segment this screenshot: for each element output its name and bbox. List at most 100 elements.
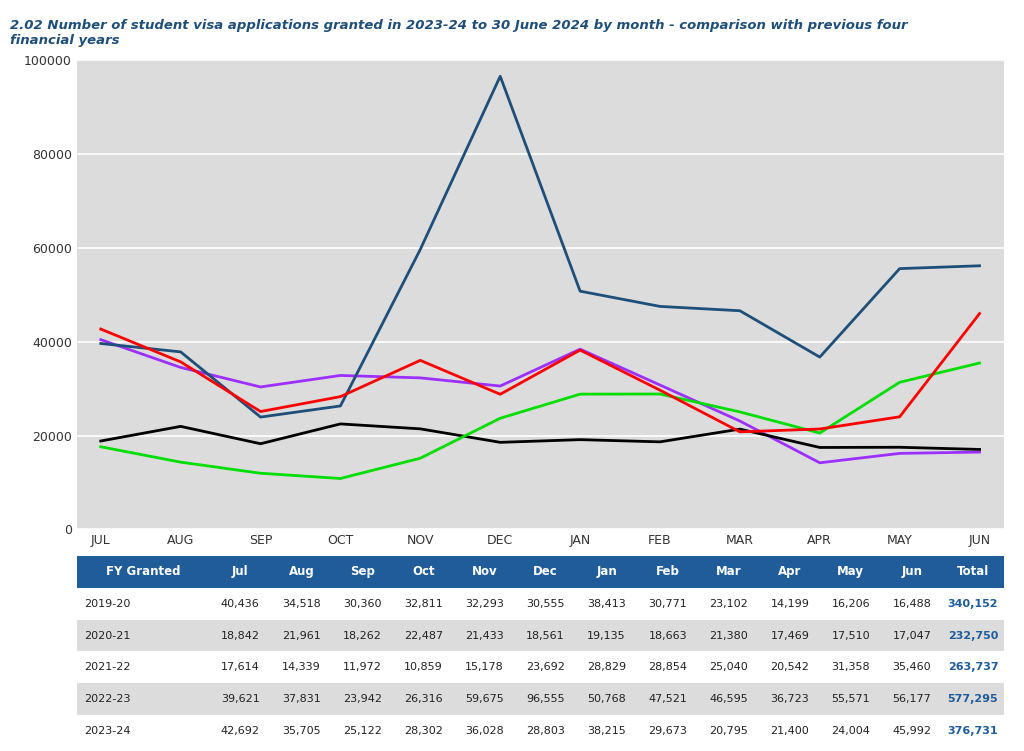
Bar	[515, 587, 577, 620]
Bar	[759, 683, 820, 715]
Text: 59,675: 59,675	[465, 695, 504, 704]
Text: 21,433: 21,433	[465, 631, 504, 641]
Text: Apr: Apr	[778, 566, 802, 578]
Bar	[270, 651, 332, 683]
Bar	[942, 620, 1004, 651]
Bar	[515, 620, 577, 651]
Bar	[759, 651, 820, 683]
Bar	[577, 587, 637, 620]
Text: 22,487: 22,487	[403, 631, 443, 641]
Text: 14,199: 14,199	[770, 599, 809, 608]
Text: 21,380: 21,380	[710, 631, 749, 641]
Text: Feb: Feb	[655, 566, 680, 578]
Text: 340,152: 340,152	[948, 599, 998, 608]
Text: 36,723: 36,723	[770, 695, 809, 704]
Text: 35,460: 35,460	[893, 662, 931, 672]
Text: 20,795: 20,795	[710, 726, 749, 736]
Text: 18,842: 18,842	[221, 631, 260, 641]
Bar	[759, 556, 820, 587]
Text: Total: Total	[956, 566, 989, 578]
Bar	[332, 715, 393, 747]
Text: FY Granted: FY Granted	[106, 566, 180, 578]
Bar	[77, 556, 210, 587]
Text: 21,400: 21,400	[770, 726, 809, 736]
Bar	[393, 620, 454, 651]
Bar	[270, 556, 332, 587]
Text: 28,854: 28,854	[648, 662, 687, 672]
Text: 14,339: 14,339	[282, 662, 321, 672]
Bar	[577, 556, 637, 587]
Text: 56,177: 56,177	[893, 695, 931, 704]
Bar	[637, 683, 698, 715]
Bar	[942, 651, 1004, 683]
Text: 25,122: 25,122	[343, 726, 382, 736]
Text: 34,518: 34,518	[282, 599, 321, 608]
Bar	[577, 651, 637, 683]
Text: 17,469: 17,469	[770, 631, 809, 641]
Text: 39,621: 39,621	[221, 695, 260, 704]
Bar	[332, 556, 393, 587]
Bar	[637, 587, 698, 620]
Bar	[210, 620, 270, 651]
Bar	[942, 587, 1004, 620]
Bar	[698, 620, 759, 651]
Bar	[393, 556, 454, 587]
Text: 18,663: 18,663	[648, 631, 687, 641]
Text: 16,206: 16,206	[831, 599, 870, 608]
Bar	[454, 715, 515, 747]
Bar	[454, 683, 515, 715]
Text: 28,302: 28,302	[404, 726, 443, 736]
Text: 37,831: 37,831	[282, 695, 321, 704]
Text: 2021-22: 2021-22	[84, 662, 131, 672]
Text: 2020-21: 2020-21	[84, 631, 131, 641]
Text: Jan: Jan	[596, 566, 617, 578]
Text: 35,705: 35,705	[282, 726, 321, 736]
Text: 23,102: 23,102	[710, 599, 749, 608]
Text: 2022-23: 2022-23	[84, 695, 131, 704]
Text: 55,571: 55,571	[831, 695, 870, 704]
Bar	[454, 651, 515, 683]
Text: 46,595: 46,595	[710, 695, 749, 704]
Text: 19,135: 19,135	[588, 631, 626, 641]
Bar	[270, 683, 332, 715]
Text: Jul: Jul	[232, 566, 249, 578]
Text: 18,262: 18,262	[343, 631, 382, 641]
Text: Sep: Sep	[350, 566, 375, 578]
Text: 2019-20: 2019-20	[84, 599, 131, 608]
Text: 17,510: 17,510	[831, 631, 870, 641]
Legend: 2019-20, 2020-21, 2021-22, 2022-23, 2023-24: 2019-20, 2020-21, 2021-22, 2022-23, 2023…	[245, 569, 836, 593]
Text: 50,768: 50,768	[587, 695, 626, 704]
Bar	[698, 556, 759, 587]
Bar	[454, 556, 515, 587]
Text: Dec: Dec	[534, 566, 558, 578]
Text: 30,555: 30,555	[526, 599, 565, 608]
Text: 16,488: 16,488	[893, 599, 932, 608]
Text: 376,731: 376,731	[947, 726, 998, 736]
Text: 24,004: 24,004	[831, 726, 870, 736]
Text: financial years: financial years	[10, 34, 120, 47]
Bar	[759, 587, 820, 620]
Bar	[759, 620, 820, 651]
Text: 45,992: 45,992	[893, 726, 932, 736]
Bar	[393, 587, 454, 620]
Text: 11,972: 11,972	[343, 662, 382, 672]
Bar	[393, 651, 454, 683]
Bar	[698, 683, 759, 715]
Text: 20,542: 20,542	[770, 662, 809, 672]
Text: Mar: Mar	[716, 566, 741, 578]
Bar	[210, 587, 270, 620]
Bar	[210, 683, 270, 715]
Bar	[942, 556, 1004, 587]
Bar	[637, 556, 698, 587]
Bar	[515, 556, 577, 587]
Text: 232,750: 232,750	[948, 631, 998, 641]
Text: Nov: Nov	[472, 566, 498, 578]
Text: 10,859: 10,859	[404, 662, 442, 672]
Bar	[454, 587, 515, 620]
Bar	[210, 556, 270, 587]
Text: 42,692: 42,692	[221, 726, 260, 736]
Bar	[393, 715, 454, 747]
Text: 2.02 Number of student visa applications granted in 2023-24 to 30 June 2024 by m: 2.02 Number of student visa applications…	[10, 19, 907, 32]
Bar	[77, 587, 210, 620]
Bar	[270, 587, 332, 620]
